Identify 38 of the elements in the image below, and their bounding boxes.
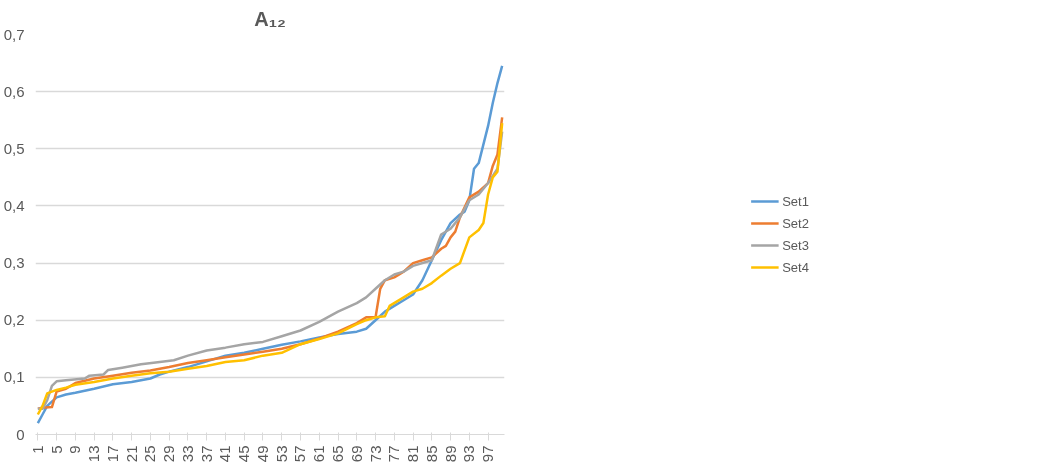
legend-label: Set3 <box>782 237 809 253</box>
x-tick-label: 53 <box>272 445 290 463</box>
x-tick-label: 33 <box>178 445 196 463</box>
y-tick-label: 0,5 <box>3 139 25 157</box>
y-tick-label: 0,2 <box>3 311 25 329</box>
x-tick-label: 37 <box>197 445 215 463</box>
x-tick-label: 69 <box>347 445 365 463</box>
x-tick-label: 73 <box>366 445 384 463</box>
y-tick-label: 0,7 <box>3 25 25 43</box>
chart-title: A₁₂ <box>254 7 286 30</box>
x-tick-label: 5 <box>47 445 65 454</box>
x-tick-label: 77 <box>385 445 403 463</box>
legend-label: Set1 <box>782 193 809 209</box>
x-tick-label: 57 <box>291 445 309 463</box>
x-tick-label: 21 <box>122 445 140 463</box>
x-tick-label: 81 <box>404 445 422 463</box>
y-tick-label: 0,4 <box>3 196 25 214</box>
x-tick-label: 13 <box>85 445 103 463</box>
x-tick-label: 85 <box>422 445 440 463</box>
legend-label: Set2 <box>782 215 809 231</box>
y-tick-label: 0,3 <box>3 254 25 272</box>
x-tick-label: 29 <box>160 445 178 463</box>
y-tick-label: 0,6 <box>3 82 25 100</box>
y-tick-label: 0,1 <box>3 368 25 386</box>
x-tick-label: 25 <box>141 445 159 463</box>
x-tick-label: 9 <box>66 445 84 454</box>
legend-label: Set4 <box>782 259 809 275</box>
x-tick-label: 45 <box>235 445 253 463</box>
x-tick-label: 49 <box>253 445 271 463</box>
x-tick-label: 93 <box>460 445 478 463</box>
y-tick-label: 0 <box>16 425 25 443</box>
x-tick-label: 89 <box>441 445 459 463</box>
x-tick-label: 61 <box>310 445 328 463</box>
x-tick-label: 1 <box>28 445 46 454</box>
x-tick-label: 41 <box>216 445 234 463</box>
x-tick-label: 97 <box>479 445 497 463</box>
x-tick-label: 65 <box>329 445 347 463</box>
x-tick-label: 17 <box>103 445 121 463</box>
